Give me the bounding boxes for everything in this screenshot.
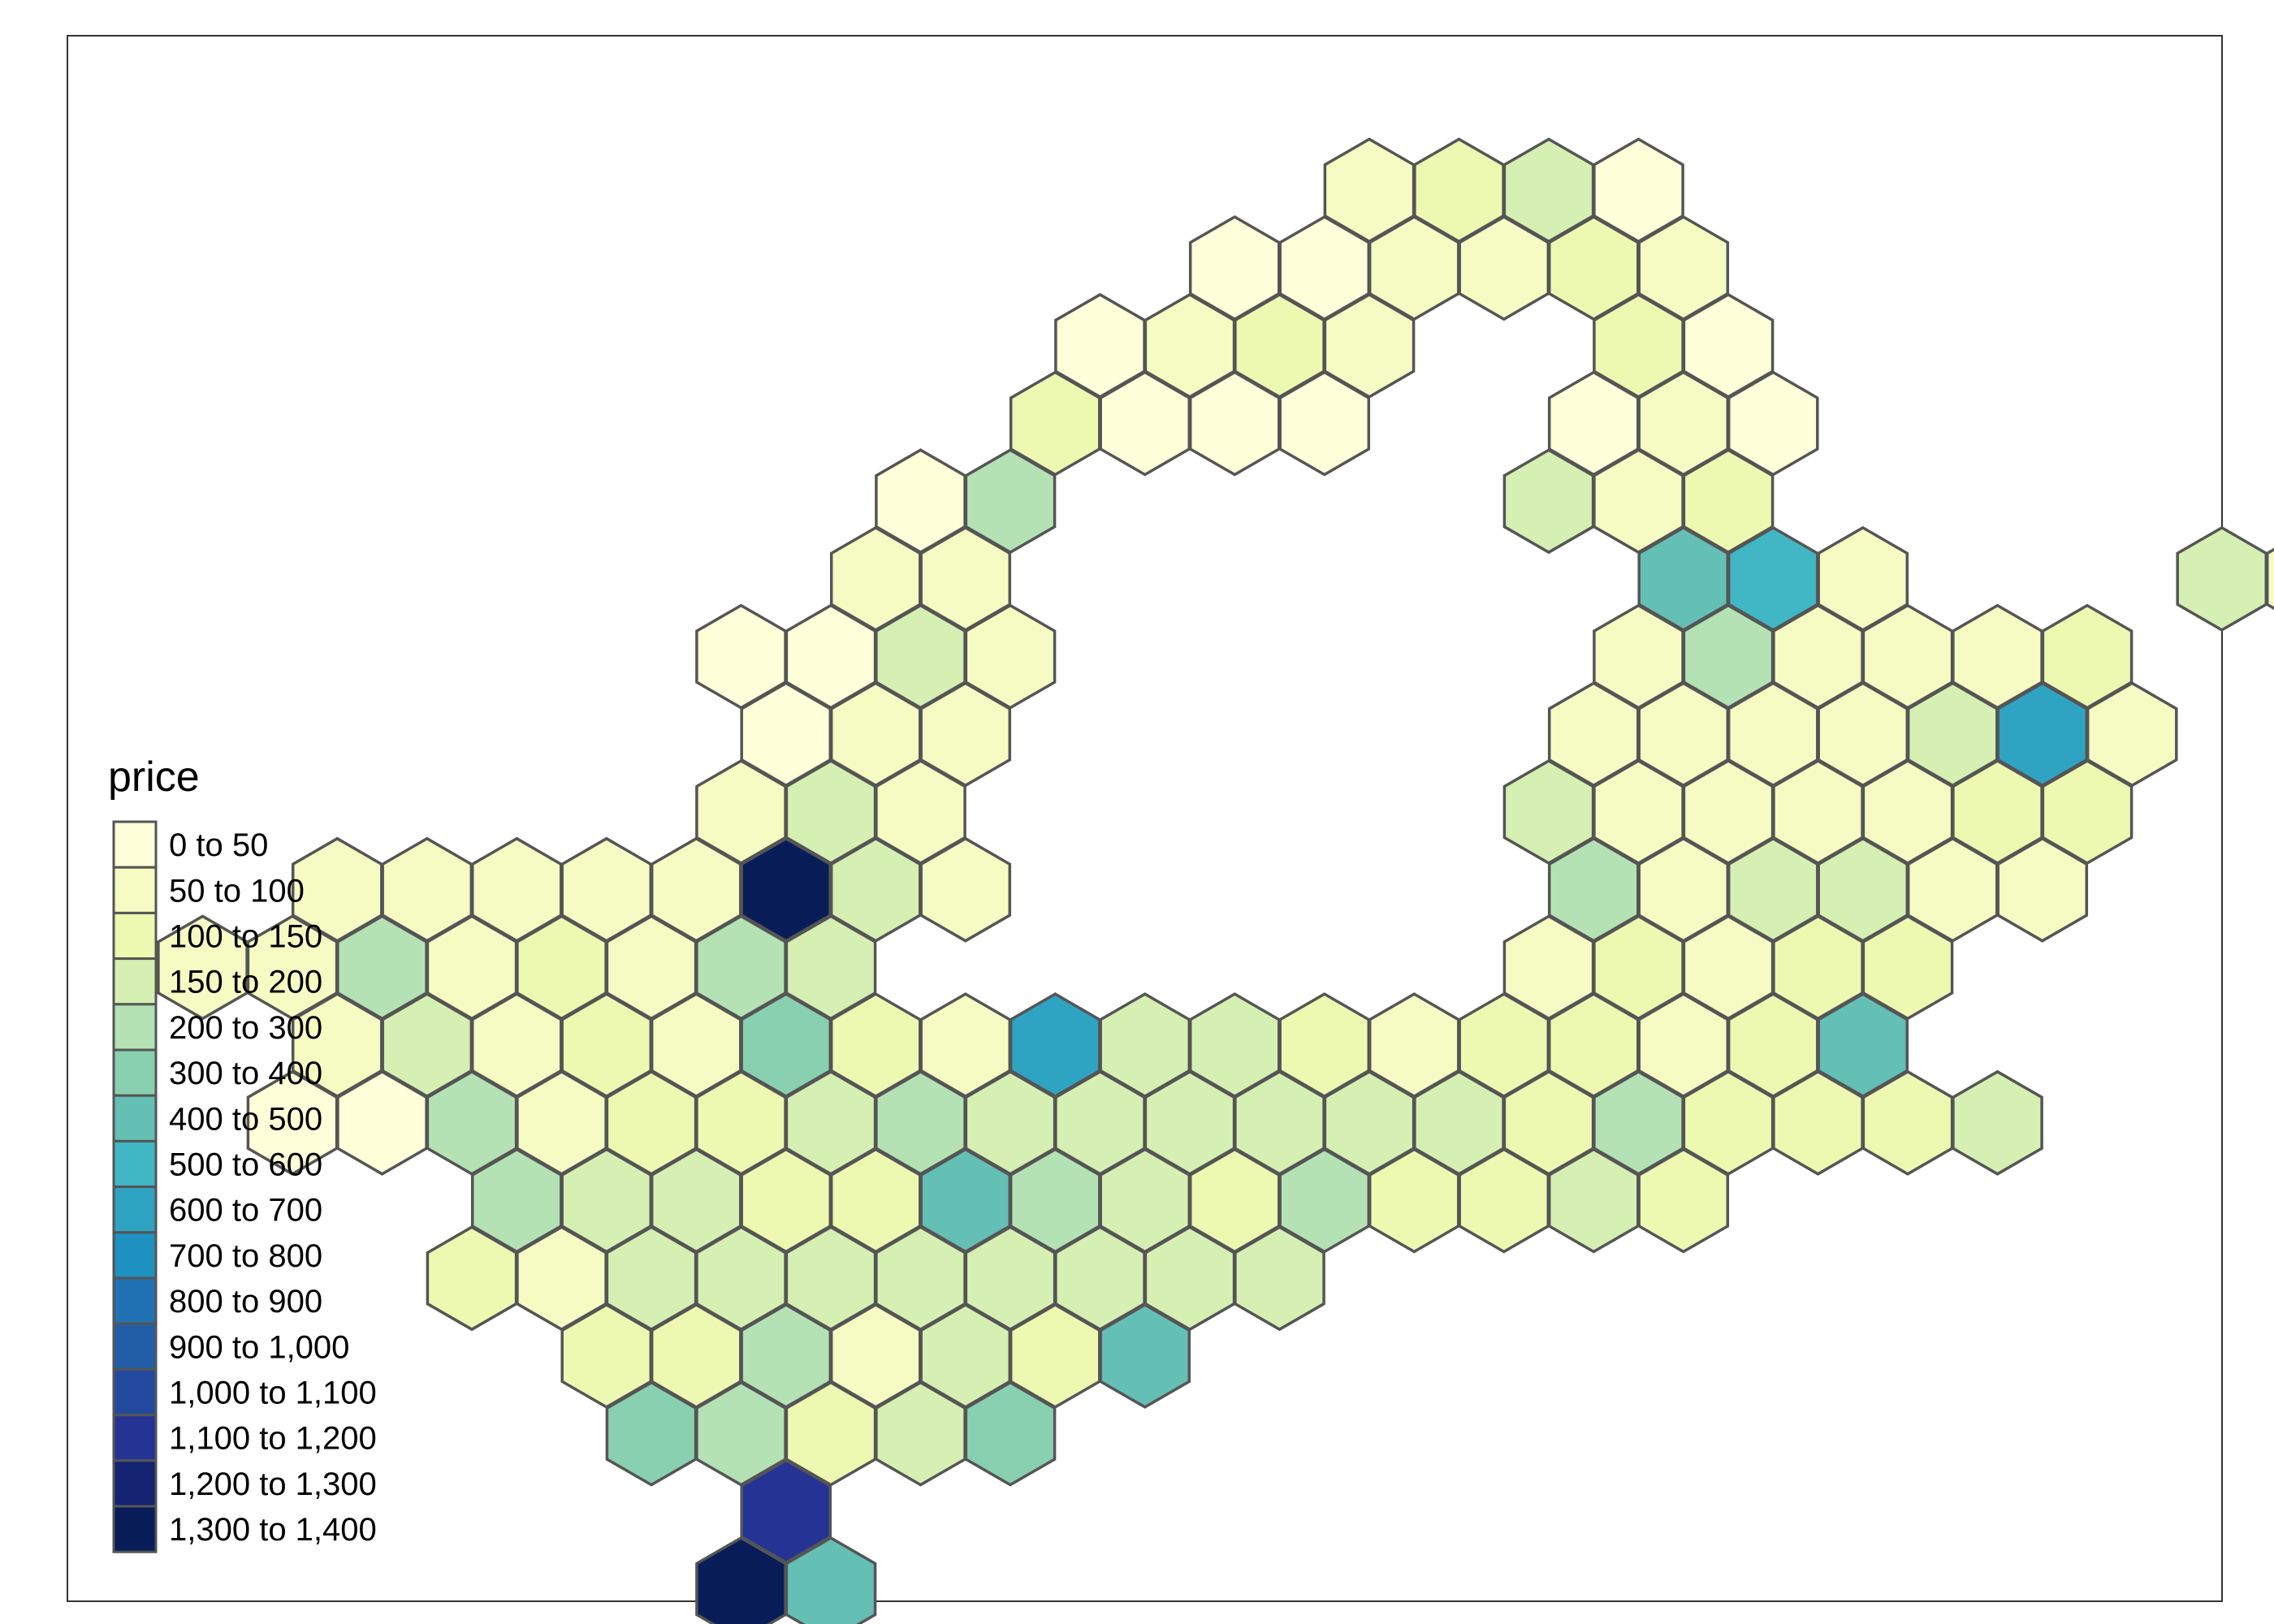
legend-title: price (108, 754, 200, 801)
legend-label: 50 to 100 (169, 873, 305, 909)
legend-item: 900 to 1,000 (112, 1322, 349, 1371)
hex-cell (964, 1380, 1057, 1487)
legend-label: 400 to 500 (169, 1101, 322, 1137)
hex-cell (2176, 525, 2268, 632)
legend-label: 1,100 to 1,200 (169, 1421, 377, 1457)
hex-cell (1637, 1147, 1730, 1254)
legend-item: 1,100 to 1,200 (112, 1414, 377, 1462)
legend-label: 200 to 300 (169, 1010, 322, 1046)
legend-swatch (112, 911, 158, 961)
hex-layer (157, 137, 2274, 1624)
legend-label: 100 to 150 (169, 919, 322, 955)
hex-cell (1996, 836, 2089, 943)
legend-item: 1,200 to 1,300 (112, 1459, 377, 1508)
legend-item: 200 to 300 (112, 1003, 322, 1052)
legend-item: 150 to 200 (112, 957, 322, 1006)
legend-label: 1,300 to 1,400 (169, 1512, 377, 1548)
legend-swatch (112, 1276, 158, 1325)
legend-label: 900 to 1,000 (169, 1329, 349, 1365)
legend-label: 150 to 200 (169, 965, 322, 1000)
hex-cell (1234, 1225, 1325, 1332)
hex-cell (785, 1535, 877, 1624)
legend-item: 600 to 700 (112, 1186, 322, 1234)
legend-label: 500 to 600 (169, 1147, 322, 1183)
legend-items: 0 to 50 50 to 100 100 to 150 150 to 200 200 … (112, 820, 377, 1553)
legend-swatch (112, 1139, 158, 1189)
map-frame (67, 35, 2223, 1602)
legend-swatch (112, 1459, 158, 1508)
legend-label: 800 to 900 (169, 1284, 322, 1320)
legend-item: 0 to 50 (112, 820, 268, 869)
legend-label: 1,000 to 1,100 (169, 1376, 377, 1411)
legend-label: 600 to 700 (169, 1193, 322, 1229)
hex-cell (1952, 1069, 2043, 1176)
hex-cell (919, 836, 1012, 943)
legend-item: 100 to 150 (112, 911, 322, 961)
legend-item: 1,000 to 1,100 (112, 1367, 377, 1417)
legend: price 0 to 50 50 to 100 100 to 150 150 to 2… (108, 754, 377, 1553)
legend-item: 300 to 400 (112, 1048, 322, 1097)
legend-swatch (112, 1367, 158, 1417)
hex-cell (2265, 547, 2274, 611)
legend-item: 50 to 100 (112, 866, 305, 914)
legend-swatch (112, 866, 158, 914)
legend-item: 800 to 900 (112, 1276, 322, 1325)
legend-swatch (112, 1048, 158, 1097)
legend-item: 1,300 to 1,400 (112, 1505, 377, 1553)
legend-swatch (112, 820, 158, 869)
legend-label: 700 to 800 (169, 1238, 322, 1274)
hex-cell (1278, 370, 1371, 477)
legend-swatch (112, 1322, 158, 1371)
legend-swatch (112, 1414, 158, 1462)
hex-cell (1099, 1302, 1191, 1409)
legend-swatch (112, 957, 158, 1006)
legend-label: 300 to 400 (169, 1056, 322, 1091)
legend-swatch (112, 1003, 158, 1052)
legend-item: 400 to 500 (112, 1094, 322, 1142)
legend-swatch (112, 1505, 158, 1553)
legend-item: 700 to 800 (112, 1231, 322, 1280)
legend-swatch (112, 1186, 158, 1234)
legend-label: 0 to 50 (169, 827, 268, 863)
legend-item: 500 to 600 (112, 1139, 322, 1189)
legend-label: 1,200 to 1,300 (169, 1466, 377, 1502)
legend-swatch (112, 1094, 158, 1142)
legend-swatch (112, 1231, 158, 1280)
